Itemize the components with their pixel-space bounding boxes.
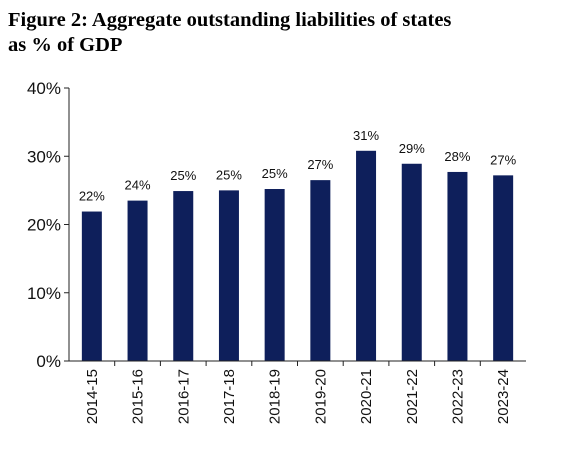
data-label: 28%	[444, 149, 470, 164]
data-label: 29%	[399, 141, 425, 156]
x-tick-label: 2016-17	[175, 369, 192, 424]
data-label: 22%	[79, 189, 105, 204]
bar	[218, 190, 239, 361]
y-tick-label: 40%	[27, 79, 61, 98]
chart-title: Figure 2: Aggregate outstanding liabilit…	[8, 8, 560, 58]
bars	[81, 150, 514, 361]
x-tick-label: 2018-19	[267, 369, 284, 424]
bar	[310, 180, 331, 361]
data-label: 25%	[262, 166, 288, 181]
x-tick-label: 2019-20	[312, 369, 329, 424]
data-label: 25%	[170, 168, 196, 183]
x-tick-label: 2021-22	[404, 369, 421, 424]
x-tick-label: 2014-15	[84, 369, 101, 424]
y-tick-label: 10%	[27, 284, 61, 303]
y-tick-label: 0%	[36, 352, 61, 371]
data-labels: 22% 24% 25% 25% 25% 27% 31% 29% 28% 27%	[79, 128, 517, 204]
data-label: 27%	[307, 157, 333, 172]
bar	[264, 189, 285, 361]
bar	[493, 175, 514, 361]
bar	[127, 200, 148, 361]
chart-title-line-2: as % of GDP	[8, 34, 123, 56]
x-tick-label: 2015-16	[130, 369, 147, 424]
x-tick-label: 2017-18	[221, 369, 238, 424]
bar	[173, 191, 194, 361]
y-tick-label: 20%	[27, 216, 61, 235]
x-tick-label: 2022-23	[449, 369, 466, 424]
bar	[356, 150, 377, 361]
bar	[401, 163, 422, 361]
data-label: 31%	[353, 128, 379, 143]
data-label: 25%	[216, 167, 242, 182]
chart-title-line-1: Figure 2: Aggregate outstanding liabilit…	[8, 9, 452, 31]
bar	[81, 211, 102, 361]
y-axis: 0% 10% 20% 30% 40%	[27, 79, 70, 371]
data-label: 27%	[490, 152, 516, 167]
bar	[447, 171, 468, 361]
y-tick-label: 30%	[27, 147, 61, 166]
data-label: 24%	[125, 178, 151, 193]
x-axis: 2014-15 2015-16 2016-17 2017-18 2018-19 2019-…	[69, 360, 526, 424]
x-tick-label: 2023-24	[495, 369, 512, 424]
x-tick-label: 2020-21	[358, 369, 375, 424]
